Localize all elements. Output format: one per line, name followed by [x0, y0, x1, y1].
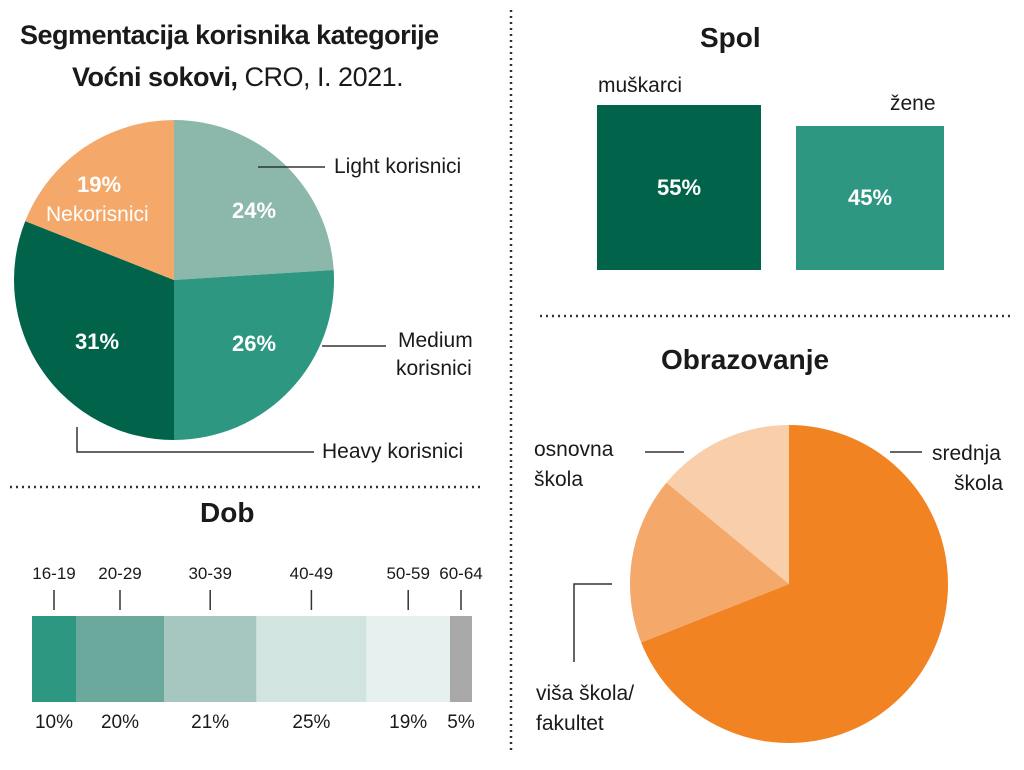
- segmentation-slice-2: [174, 269, 334, 440]
- dob-value-label: 21%: [191, 712, 230, 733]
- callout-heavy: Heavy korisnici: [322, 440, 464, 463]
- dob-segment-40-49: [256, 616, 367, 702]
- callout-srednja-1: srednja: [932, 442, 1001, 465]
- callout-osnovna-2: škola: [534, 468, 584, 491]
- segmentation-slice-1: [174, 120, 334, 280]
- dob-value-label: 25%: [292, 712, 331, 733]
- dob-category-label: 50-59: [386, 564, 430, 583]
- callout-medium-1: Medium: [398, 329, 473, 352]
- segmentation-slice-3: [14, 221, 175, 440]
- dob-title: Dob: [200, 497, 255, 528]
- slice-label-light-pct: 24%: [232, 198, 277, 223]
- slice-label-medium-pct: 26%: [232, 331, 277, 356]
- dob-segment-16-19: [32, 616, 76, 702]
- dob-segment-30-39: [164, 616, 257, 702]
- dob-category-label: 40-49: [289, 564, 334, 583]
- dob-value-label: 20%: [100, 712, 140, 733]
- spol-label-muskarci: muškarci: [598, 74, 683, 97]
- dob-category-label: 60-64: [439, 564, 483, 583]
- dob-segment-50-59: [366, 616, 450, 702]
- segmentation-slice-4: [25, 120, 174, 280]
- callout-osnovna-1: osnovna: [534, 438, 614, 461]
- obrazovanje-slice-2: [630, 482, 789, 643]
- callout-visa-1: viša škola/: [536, 682, 635, 705]
- spol-label-zene: žene: [890, 92, 936, 115]
- dob-value-label: 10%: [34, 712, 74, 733]
- dob-value-label: 5%: [447, 712, 475, 733]
- dob-category-label: 20-29: [98, 564, 142, 583]
- dob-category-label: 16-19: [32, 564, 76, 583]
- chart-title-line-1: Segmentacija korisnika kategorije: [20, 20, 439, 50]
- chart-title-line-2: Voćni sokovi, CRO, I. 2021.: [72, 62, 404, 93]
- callout-medium-2: korisnici: [396, 357, 472, 380]
- chart-title-period: CRO, I. 2021.: [237, 62, 404, 92]
- obrazovanje-title: Obrazovanje: [661, 344, 830, 375]
- slice-label-nekorisnici: Nekorisnici: [46, 203, 149, 226]
- dob-segment-20-29: [76, 616, 164, 702]
- chart-title-category: Voćni sokovi,: [72, 62, 238, 92]
- spol-bar-zene: 45%: [796, 126, 944, 270]
- spol-value-muskarci: 55%: [656, 174, 702, 200]
- obrazovanje-slice-3: [666, 425, 789, 584]
- dob-category-label: 30-39: [188, 564, 232, 583]
- slice-label-heavy-pct: 31%: [75, 329, 120, 354]
- dob-segment-60-64: [450, 616, 472, 702]
- heavy-leader-line: [76, 427, 314, 453]
- spol-value-zene: 45%: [847, 185, 893, 210]
- dob-value-label: 19%: [389, 712, 428, 733]
- callout-srednja-2: škola: [954, 472, 1004, 495]
- spol-bar-muskarci: 55%: [597, 105, 761, 270]
- callout-light: Light korisnici: [334, 155, 462, 178]
- obrazovanje-slice-1: [641, 425, 949, 743]
- visa-leader-line: [573, 583, 612, 662]
- slice-label-nekorisnici-pct: 19%: [77, 172, 122, 197]
- callout-visa-2: fakultet: [536, 712, 604, 735]
- spol-title: Spol: [700, 22, 761, 53]
